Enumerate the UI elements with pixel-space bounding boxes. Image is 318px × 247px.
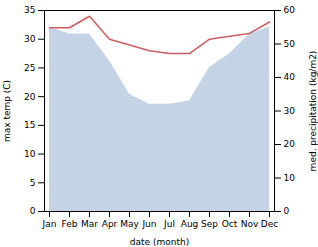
svg-text:Aug: Aug <box>181 219 199 229</box>
svg-text:5: 5 <box>30 178 36 188</box>
svg-text:Jun: Jun <box>141 219 156 229</box>
svg-text:Nov: Nov <box>241 219 259 229</box>
svg-text:25: 25 <box>24 63 35 73</box>
svg-text:10: 10 <box>284 173 296 183</box>
svg-text:0: 0 <box>30 206 36 216</box>
svg-text:30: 30 <box>284 106 296 116</box>
svg-text:date (month): date (month) <box>130 237 189 247</box>
svg-text:60: 60 <box>284 5 296 15</box>
svg-text:Dec: Dec <box>261 219 278 229</box>
svg-text:Feb: Feb <box>62 219 78 229</box>
svg-text:20: 20 <box>284 139 296 149</box>
svg-text:Oct: Oct <box>222 219 238 229</box>
svg-text:20: 20 <box>24 92 36 102</box>
svg-text:50: 50 <box>284 39 296 49</box>
svg-text:15: 15 <box>24 120 35 130</box>
svg-text:Sep: Sep <box>201 219 218 229</box>
svg-text:Apr: Apr <box>102 219 118 229</box>
svg-text:max temp (C): max temp (C) <box>2 80 12 142</box>
svg-text:0: 0 <box>284 206 290 216</box>
svg-text:10: 10 <box>24 149 36 159</box>
svg-text:Jul: Jul <box>163 219 175 229</box>
svg-text:30: 30 <box>24 34 36 44</box>
svg-text:May: May <box>120 219 139 229</box>
svg-text:med. precipitation (kg/m2): med. precipitation (kg/m2) <box>308 51 318 172</box>
svg-text:Jan: Jan <box>42 219 57 229</box>
svg-text:35: 35 <box>24 5 35 15</box>
svg-text:Mar: Mar <box>81 219 98 229</box>
svg-text:40: 40 <box>284 72 296 82</box>
